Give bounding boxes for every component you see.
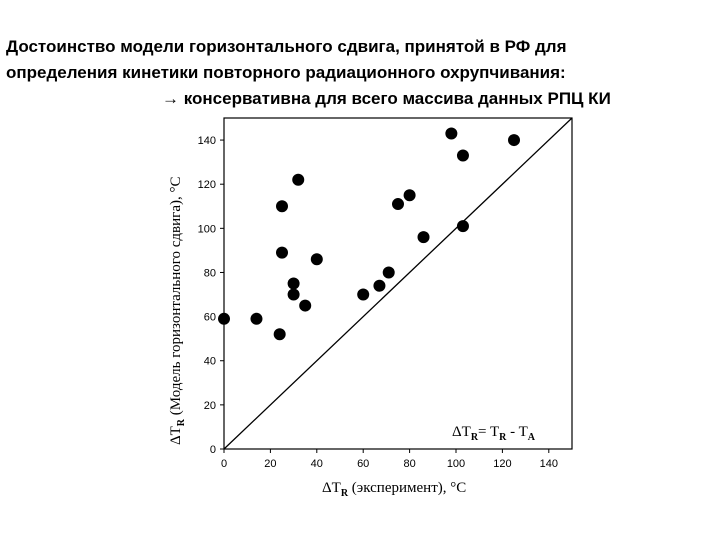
label-part: ΔT	[168, 426, 184, 445]
label-part: ΔT	[322, 480, 341, 496]
x-tick-label: 60	[357, 458, 369, 470]
subscript: A	[528, 432, 536, 443]
x-tick-label: 0	[221, 458, 227, 470]
subscript: R	[176, 418, 187, 426]
x-tick-label: 40	[311, 458, 323, 470]
y-tick-label: 140	[198, 135, 216, 147]
point	[287, 277, 300, 290]
title-line: → консервативна для всего массива данных…	[162, 89, 611, 108]
point	[508, 134, 520, 147]
subscript: R	[341, 488, 349, 499]
label-part: (Модель горизонтального сдвига), °C	[168, 177, 184, 419]
title-line: Достоинство модели горизонтального сдвиг…	[6, 37, 567, 56]
y-tick-label: 60	[204, 312, 216, 324]
point	[456, 220, 469, 233]
point	[392, 198, 404, 211]
point	[276, 200, 288, 213]
point	[250, 312, 263, 325]
plot-frame	[223, 117, 573, 450]
x-tick-label: 140	[540, 458, 558, 470]
subscript: R	[471, 432, 479, 443]
point	[218, 312, 230, 325]
diagonal	[223, 117, 573, 450]
axis-label: ΔTR (эксперимент), °C	[322, 480, 466, 499]
y-tick-label: 40	[204, 356, 216, 368]
subscript: R	[499, 432, 507, 443]
point	[299, 299, 312, 312]
y-tick-label: 0	[210, 444, 216, 456]
x-tick-label: 20	[264, 458, 276, 470]
y-tick-label: 20	[204, 400, 216, 412]
point	[445, 127, 458, 140]
point	[276, 246, 288, 259]
point	[357, 288, 370, 301]
point	[373, 279, 386, 292]
axis-label: ΔTR= TR - TA	[452, 424, 536, 443]
x-tick-label: 120	[493, 458, 511, 470]
label-part: ΔT	[452, 424, 471, 440]
x-tick-label: 80	[403, 458, 415, 470]
label-part: (эксперимент), °C	[348, 480, 466, 496]
point	[403, 189, 416, 202]
label-part: - T	[506, 424, 527, 440]
y-tick-label: 120	[198, 179, 216, 191]
axis-label: ΔTR (Модель горизонтального сдвига), °C	[168, 177, 187, 445]
point	[456, 149, 469, 162]
title-line: определения кинетики повторного радиацио…	[6, 63, 566, 82]
x-tick-label: 100	[447, 458, 465, 470]
y-tick-label: 100	[198, 223, 216, 235]
point	[382, 266, 395, 279]
label-part: = T	[478, 424, 499, 440]
y-tick-label: 80	[204, 267, 216, 279]
point	[292, 173, 305, 186]
point	[287, 288, 300, 301]
plot: 0 20 40 60 80 100 120 140 0 20 40 60 80 100 120 140 ΔTR …	[168, 117, 573, 499]
point	[310, 253, 323, 266]
point	[417, 231, 430, 244]
point	[273, 328, 286, 341]
